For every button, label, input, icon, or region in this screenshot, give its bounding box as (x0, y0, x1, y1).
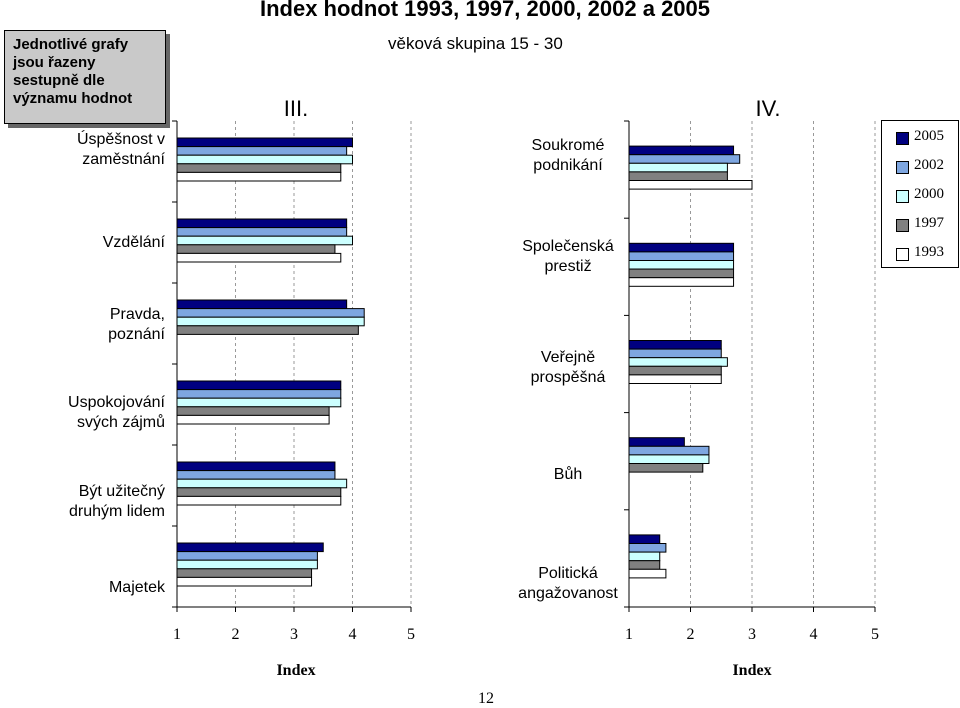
category-label: Pravda, poznání (108, 306, 165, 343)
x-tick-label: 1 (173, 626, 181, 643)
bar-2002 (628, 543, 667, 553)
legend-swatch (896, 190, 909, 203)
category-label: Uspokojování svých zájmů (68, 394, 166, 431)
bar-2002 (176, 146, 348, 156)
legend-swatch (896, 161, 909, 174)
chart-subtitle: věková skupina 15 - 30 (388, 34, 563, 53)
x-tick-label: 5 (407, 626, 415, 643)
x-tick-label: 3 (748, 626, 756, 643)
bar-2005 (628, 340, 722, 350)
bar-2005 (176, 299, 348, 310)
bar-1997 (628, 268, 735, 279)
bar-1993 (176, 171, 342, 182)
legend-swatch (896, 248, 909, 261)
legend-swatch (896, 132, 909, 145)
bar-2002 (628, 251, 735, 261)
bar-1997 (176, 244, 336, 254)
x-tick-label: 2 (232, 626, 240, 643)
bar-1993 (176, 495, 342, 506)
bar-1997 (628, 463, 704, 473)
legend-label: 1993 (914, 244, 944, 260)
bar-2005 (176, 461, 336, 472)
legend-label: 2005 (914, 128, 944, 144)
bar-1997 (628, 365, 722, 376)
bar-1993 (176, 576, 313, 587)
x-tick-label: 3 (290, 626, 298, 643)
bar-2002 (176, 551, 318, 561)
bar-2002 (176, 227, 348, 237)
bar-2002 (628, 154, 741, 164)
x-axis-label: Index (732, 662, 771, 679)
bar-2002 (176, 470, 336, 480)
bar-2005 (628, 242, 735, 253)
bar-2000 (176, 397, 342, 408)
bar-2000 (628, 162, 728, 173)
chart-title: Index hodnot 1993, 1997, 2000, 2002 a 20… (259, 0, 711, 21)
bar-2005 (628, 534, 661, 545)
legend: 2005 2002 2000 1997 1993 (881, 120, 959, 268)
bar-2000 (176, 154, 353, 165)
bar-1997 (176, 568, 313, 578)
bar-2000 (176, 559, 318, 570)
x-tick-label: 2 (687, 626, 695, 643)
bar-2005 (176, 380, 342, 391)
bar-1997 (176, 487, 342, 497)
x-tick-label: 4 (810, 626, 818, 643)
bar-2002 (176, 308, 365, 318)
x-tick-label: 4 (349, 626, 357, 643)
bar-1997 (176, 163, 342, 173)
category-label: Vzdělání (103, 234, 166, 251)
bar-1997 (176, 325, 359, 335)
x-tick-label: 1 (625, 626, 633, 643)
page-number: 12 (478, 690, 494, 707)
x-axis-label: Index (276, 662, 315, 679)
legend-swatch (896, 219, 909, 232)
bar-2005 (628, 437, 685, 447)
category-label: Společenská prestiž (522, 238, 614, 275)
note-text: Jednotlivé grafy jsou řazeny sestupně dl… (13, 36, 133, 107)
bar-1997 (628, 171, 728, 181)
category-label: Politická angažovanost (518, 565, 618, 602)
bar-1993 (176, 252, 342, 263)
bar-2005 (176, 137, 353, 148)
bar-2000 (628, 260, 735, 270)
category-label: Majetek (109, 579, 166, 596)
bar-1993 (628, 568, 667, 579)
bar-1993 (176, 414, 330, 425)
bar-2000 (628, 551, 661, 562)
legend-label: 2002 (914, 157, 944, 173)
bar-2002 (628, 348, 722, 359)
bar-2000 (628, 454, 710, 464)
legend-label: 1997 (914, 215, 944, 231)
panel-label: III. (284, 96, 308, 121)
category-label: Soukromé podnikání (532, 137, 605, 174)
bar-2005 (176, 542, 324, 553)
bar-1997 (628, 560, 661, 570)
bar-2000 (176, 478, 348, 489)
x-tick-label: 5 (871, 626, 879, 643)
bar-1993 (628, 180, 753, 190)
bar-2000 (628, 357, 728, 367)
bar-2000 (176, 316, 365, 327)
category-label: Být užitečný druhým lidem (69, 483, 165, 520)
note-box: Jednotlivé grafy jsou řazeny sestupně dl… (4, 30, 166, 124)
panel-label: IV. (756, 96, 781, 121)
category-label: Úspěšnost v zaměstnání (77, 129, 166, 168)
bar-1993 (628, 277, 735, 287)
legend-label: 2000 (914, 186, 944, 202)
bar-2002 (176, 389, 342, 399)
bar-1993 (628, 374, 722, 384)
chart-panel-iv: 1 2 3 4 5 Soukromé podnikání Společenská prestiž… (518, 96, 879, 679)
bar-1997 (176, 406, 330, 416)
chart-panel-iii: 1 2 3 4 5 Úspěšnost v zaměstnání Vzdělání Pravda… (68, 96, 415, 679)
category-label: Bůh (554, 465, 582, 483)
bar-2002 (628, 445, 710, 456)
category-label: Veřejně prospěšná (531, 349, 606, 386)
bar-2005 (628, 145, 735, 156)
bar-2005 (176, 218, 348, 229)
bar-2000 (176, 235, 353, 246)
